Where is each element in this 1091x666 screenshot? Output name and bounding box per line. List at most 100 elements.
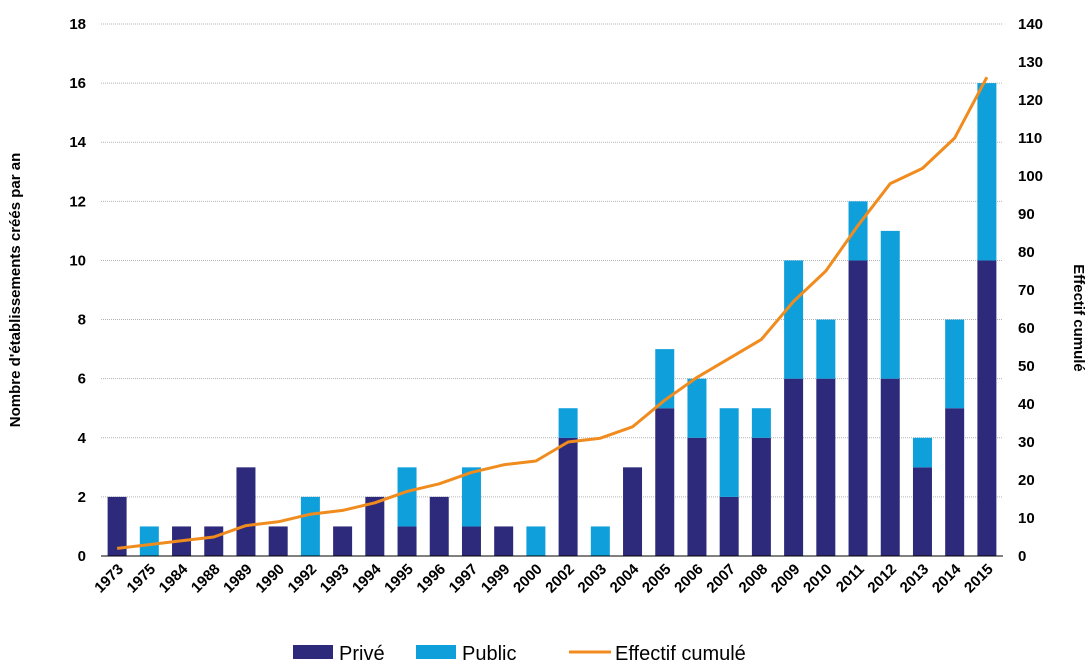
left-axis-ticks: 0 2 4 6 8 10 12 14 16 18 (69, 16, 86, 565)
bar-public (655, 349, 675, 409)
y-tick-label: 4 (78, 430, 87, 447)
x-tick-label: 2010 (800, 561, 836, 597)
x-tick-label: 2004 (607, 560, 643, 596)
bar-prive (751, 437, 771, 556)
bar-prive (848, 260, 868, 556)
bar-prive (784, 378, 804, 556)
bar-prive (816, 378, 836, 556)
x-tick-label: 2003 (575, 561, 611, 597)
y2-tick-label: 20 (1018, 472, 1035, 489)
bar-public (719, 408, 739, 497)
x-tick-label: 1992 (285, 561, 321, 597)
y2-tick-label: 110 (1018, 130, 1042, 147)
bar-prive (558, 437, 578, 556)
y2-tick-label: 50 (1018, 358, 1035, 375)
y-tick-label: 14 (69, 134, 86, 151)
y2-tick-label: 30 (1018, 434, 1035, 451)
y2-tick-label: 70 (1018, 282, 1035, 299)
x-tick-label: 1990 (252, 561, 288, 597)
cumulative-line (116, 76, 989, 550)
legend-swatch-prive (293, 645, 333, 659)
x-tick-label: 2011 (833, 561, 868, 596)
bar-public (139, 526, 159, 556)
bar-public (461, 467, 481, 527)
y2-tick-label: 0 (1018, 548, 1026, 565)
bar-prive (977, 260, 997, 556)
y2-tick-label: 80 (1018, 244, 1035, 261)
y-tick-label: 6 (78, 371, 86, 388)
legend-swatch-public (416, 645, 456, 659)
bar-prive (880, 378, 900, 556)
bar-prive (719, 496, 739, 556)
x-tick-label: 2014 (929, 560, 965, 596)
bar-public (590, 526, 610, 556)
legend-label-cumulative: Effectif cumulé (615, 643, 746, 665)
x-tick-label: 2013 (897, 561, 933, 597)
y2-tick-label: 100 (1018, 168, 1043, 185)
x-tick-label: 1984 (156, 560, 192, 596)
bar-public (880, 230, 900, 379)
bar-prive (494, 526, 514, 556)
y-tick-label: 16 (69, 75, 86, 92)
bar-public (397, 467, 417, 527)
y2-tick-label: 10 (1018, 510, 1035, 527)
x-tick-label: 1993 (317, 561, 353, 597)
x-tick-label: 1996 (413, 561, 449, 597)
bar-prive (333, 526, 353, 556)
x-tick-label: 2005 (639, 561, 675, 597)
legend: Privé Public Effectif cumulé (293, 643, 746, 665)
x-tick-label: 1994 (349, 560, 385, 596)
legend-label-public: Public (462, 643, 516, 665)
x-tick-label: 2012 (864, 561, 900, 597)
y-tick-label: 8 (78, 312, 86, 329)
y2-tick-label: 60 (1018, 320, 1035, 337)
right-axis-ticks: 0 10 20 30 40 50 60 70 80 90 100 110 120 130 140 (1018, 16, 1043, 565)
x-tick-label: 2000 (510, 561, 546, 597)
bar-prive (655, 408, 675, 556)
cumulative-line-group (116, 76, 989, 550)
y2-tick-label: 140 (1018, 16, 1043, 33)
x-tick-label: 2006 (671, 561, 707, 597)
y2-tick-label: 130 (1018, 54, 1043, 71)
bar-prive (204, 526, 224, 556)
bar-prive (365, 496, 385, 556)
x-tick-label: 1975 (124, 561, 160, 597)
bars (107, 83, 997, 556)
x-tick-label: 1995 (381, 561, 417, 597)
y2-tick-label: 90 (1018, 206, 1035, 223)
bar-public (977, 83, 997, 261)
bar-prive (945, 408, 965, 556)
bar-public (945, 319, 965, 409)
bar-prive (268, 526, 288, 556)
x-tick-label: 2008 (736, 561, 772, 597)
y-tick-label: 0 (78, 548, 86, 565)
bar-prive (397, 526, 417, 556)
y-tick-label: 12 (69, 193, 86, 210)
bar-prive (236, 467, 256, 556)
x-tick-label: 1973 (91, 561, 127, 597)
bar-prive (912, 467, 932, 556)
x-tick-label: 1999 (478, 561, 514, 597)
bar-public (848, 201, 868, 261)
bar-prive (107, 496, 127, 556)
bar-public (784, 260, 804, 379)
bar-public (816, 319, 836, 379)
x-tick-label: 1997 (446, 561, 482, 597)
bar-prive (687, 437, 707, 556)
legend-label-prive: Privé (339, 643, 385, 665)
x-tick-label: 2007 (703, 561, 739, 597)
bar-prive (461, 526, 481, 556)
x-tick-label: 2002 (542, 561, 578, 597)
x-tick-label: 1989 (220, 561, 256, 597)
bar-public (526, 526, 546, 556)
y2-tick-label: 120 (1018, 92, 1043, 109)
bar-prive (623, 467, 643, 556)
bar-public (751, 408, 771, 438)
bar-prive (429, 496, 449, 556)
x-tick-label: 2015 (961, 561, 997, 597)
grid (101, 23, 1003, 498)
bar-public (687, 378, 707, 438)
x-tick-label: 1988 (188, 561, 224, 597)
y-tick-label: 10 (69, 252, 86, 269)
